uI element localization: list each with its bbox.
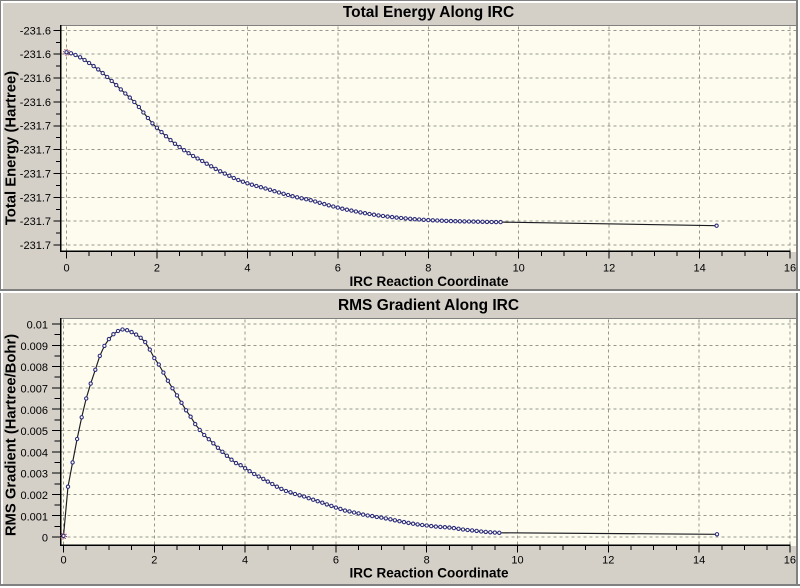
svg-text:Total Energy Along IRC: Total Energy Along IRC — [343, 4, 514, 21]
svg-text:-231.7: -231.7 — [20, 240, 51, 252]
svg-text:0.004: 0.004 — [20, 447, 48, 459]
svg-text:4: 4 — [244, 263, 250, 275]
svg-text:IRC Reaction Coordinate: IRC Reaction Coordinate — [349, 274, 509, 289]
svg-text:0.008: 0.008 — [20, 362, 48, 374]
svg-text:6: 6 — [333, 555, 339, 567]
svg-text:RMS Gradient Along IRC: RMS Gradient Along IRC — [338, 297, 519, 314]
svg-text:8: 8 — [425, 263, 431, 275]
svg-text:0.003: 0.003 — [20, 469, 48, 481]
svg-text:-231.6: -231.6 — [20, 49, 51, 61]
svg-text:0: 0 — [42, 533, 48, 545]
svg-text:0.009: 0.009 — [20, 341, 48, 353]
svg-text:-231.6: -231.6 — [20, 73, 51, 85]
svg-text:-231.6: -231.6 — [20, 97, 51, 109]
svg-text:4: 4 — [242, 555, 248, 567]
svg-text:0: 0 — [60, 555, 66, 567]
svg-text:12: 12 — [602, 555, 614, 567]
svg-text:6: 6 — [335, 263, 341, 275]
svg-text:RMS Gradient (Hartree/Bohr): RMS Gradient (Hartree/Bohr) — [4, 334, 20, 536]
svg-text:14: 14 — [693, 555, 705, 567]
svg-text:-231.7: -231.7 — [20, 145, 51, 157]
svg-text:12: 12 — [603, 263, 615, 275]
svg-text:0.006: 0.006 — [20, 405, 48, 417]
svg-text:-231.7: -231.7 — [20, 216, 51, 228]
svg-text:-231.7: -231.7 — [20, 121, 51, 133]
svg-text:0.01: 0.01 — [27, 320, 48, 332]
svg-text:0.002: 0.002 — [20, 490, 48, 502]
svg-text:0.001: 0.001 — [20, 511, 48, 523]
svg-text:0.005: 0.005 — [20, 426, 48, 438]
svg-text:10: 10 — [511, 555, 523, 567]
svg-text:16: 16 — [784, 555, 796, 567]
svg-text:2: 2 — [154, 263, 160, 275]
svg-text:14: 14 — [693, 263, 705, 275]
svg-text:-231.7: -231.7 — [20, 168, 51, 180]
svg-text:-231.6: -231.6 — [20, 25, 51, 37]
svg-text:2: 2 — [151, 555, 157, 567]
svg-text:IRC Reaction Coordinate: IRC Reaction Coordinate — [349, 566, 509, 581]
svg-text:0.007: 0.007 — [20, 384, 48, 396]
svg-text:8: 8 — [424, 555, 430, 567]
svg-text:Total Energy (Hartree): Total Energy (Hartree) — [4, 71, 20, 225]
svg-text:-231.7: -231.7 — [20, 192, 51, 204]
svg-text:0: 0 — [63, 263, 69, 275]
svg-text:10: 10 — [513, 263, 525, 275]
svg-text:16: 16 — [784, 263, 796, 275]
